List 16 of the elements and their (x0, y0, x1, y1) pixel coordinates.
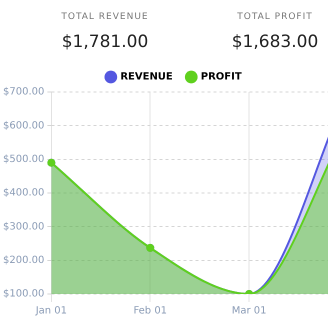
y-tick-label: $100.00 (2, 288, 44, 300)
y-tick-label: $200.00 (2, 254, 44, 266)
y-tick-label: $300.00 (2, 221, 44, 232)
legend-label: REVENUE (120, 72, 173, 83)
y-tick-label: $700.00 (2, 86, 44, 98)
text: TOTAL PROFIT (236, 12, 314, 22)
text: $1,683.00 (230, 32, 320, 52)
legend-label: PROFIT (200, 72, 242, 83)
x-tick-label: Mar 01 (232, 306, 267, 317)
x-tick-label: Jan 01 (34, 306, 68, 317)
text: $1,781.00 (60, 32, 150, 52)
y-tick-label: $600.00 (2, 120, 44, 132)
x-tick-label: Feb 01 (133, 306, 168, 317)
y-tick-label: $500.00 (2, 154, 44, 165)
text: TOTAL REVENUE (60, 12, 150, 22)
y-tick-label: $400.00 (2, 188, 44, 199)
